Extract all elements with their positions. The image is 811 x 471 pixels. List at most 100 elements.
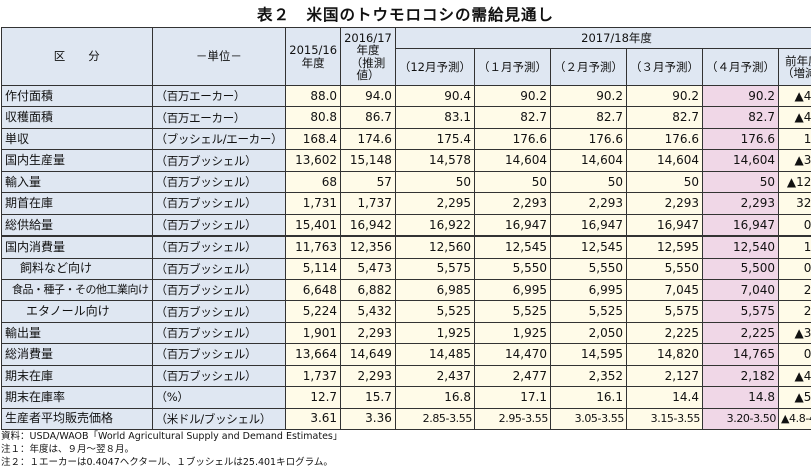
value-cell: 3.05-3.55 [549, 407, 627, 431]
value-cell: 2,293 [340, 321, 396, 345]
value-cell: 1,737 [285, 364, 342, 388]
value-cell: 176.6 [625, 127, 703, 151]
table-row: 期首在庫 （百万ブッシェル） 1,731 1,737 2,295 2,293 2,293 2,… [1, 192, 811, 215]
yoy-change-cell: 0.0% [777, 213, 811, 237]
value-cell: 16.1 [549, 386, 627, 409]
value-cell: 14,470 [473, 343, 551, 366]
note-2: 注２：１エーカーは0.4047ヘクタール、１ブッシェルは25.401キログラム。 [1, 456, 333, 468]
yoy-change-cell: 2.6% [777, 300, 811, 323]
value-cell: 16.8 [394, 386, 475, 409]
value-cell: 2,293 [549, 192, 627, 215]
value-cell: 176.6 [549, 127, 627, 151]
value-cell-latest: 50 [701, 170, 779, 194]
row-unit: （百万ブッシェル） [151, 257, 287, 280]
yoy-change-cell: 1.1% [777, 127, 811, 151]
value-cell: 90.2 [625, 84, 703, 108]
yoy-change-cell: ▲4.6% [777, 106, 811, 129]
header-2016-17: 2016/17 年度 （推測値） [340, 27, 396, 86]
header-forecast-jan: （１月予測） [473, 48, 551, 86]
row-unit: （百万エーカー） [151, 106, 287, 129]
table-row: 収穫面積 （百万エーカー） 80.8 86.7 83.1 82.7 82.7 82.7 82.7… [1, 106, 811, 129]
header-2015-16: 2015/16 年度 [285, 27, 342, 86]
table-row: 期末在庫 （百万ブッシェル） 1,737 2,293 2,437 2,477 2,352 2,… [1, 364, 811, 388]
header-forecast-apr: （４月予測） [701, 48, 779, 86]
row-unit: （百万エーカー） [151, 84, 287, 108]
row-item-label: 作付面積 [1, 84, 153, 108]
value-cell: 14,485 [394, 343, 475, 366]
value-cell: 16,922 [394, 213, 475, 237]
value-cell: 2,225 [625, 321, 703, 345]
row-item-label: 期末在庫率 [1, 386, 153, 409]
value-cell: 5,575 [625, 300, 703, 323]
value-cell: 3.15-3.55 [625, 407, 703, 431]
yoy-change-cell: ▲5.6% [777, 386, 811, 409]
value-cell-latest: 14.8 [701, 386, 779, 409]
yoy-change-cell: ▲3.0% [777, 321, 811, 345]
value-cell: 5,432 [340, 300, 396, 323]
value-cell: 12,560 [394, 235, 475, 259]
row-item-label: 総消費量 [1, 343, 153, 366]
value-cell: 14,649 [340, 343, 396, 366]
row-unit: （百万ブッシェル） [151, 170, 287, 194]
row-item-label: 輸出量 [1, 321, 153, 345]
value-cell-latest: 14,765 [701, 343, 779, 366]
value-cell: 2,127 [625, 364, 703, 388]
value-cell-latest: 90.2 [701, 84, 779, 108]
value-cell: 1,737 [340, 192, 396, 215]
value-cell: 6,648 [285, 278, 342, 302]
yoy-change-cell: 2.3% [777, 278, 811, 302]
row-unit: （百万ブッシェル） [151, 321, 287, 345]
table-row: 国内消費量 （百万ブッシェル） 11,763 12,356 12,560 12,545 12… [1, 235, 811, 259]
row-item-label: 単収 [1, 127, 153, 151]
value-cell: 5,114 [285, 257, 342, 280]
value-cell-latest: 82.7 [701, 106, 779, 129]
row-item-label: 輸入量 [1, 170, 153, 194]
value-cell: 94.0 [340, 84, 396, 108]
row-unit: （百万ブッシェル） [151, 364, 287, 388]
value-cell: 16,947 [549, 213, 627, 237]
value-cell: 6,985 [394, 278, 475, 302]
header-forecast-mar: （３月予測） [625, 48, 703, 86]
value-cell: 83.1 [394, 106, 475, 129]
value-cell-latest: 12,540 [701, 235, 779, 259]
value-cell: 3.61 [285, 407, 342, 431]
value-cell: 5,525 [394, 300, 475, 323]
row-unit: （ブッシェル/エーカー） [151, 127, 287, 151]
value-cell: 168.4 [285, 127, 342, 151]
header-2017-18-group: 2017/18年度 [394, 27, 811, 49]
value-cell: 176.6 [473, 127, 551, 151]
value-cell: 5,550 [549, 257, 627, 280]
row-item-label: 飼料など向け [1, 257, 153, 280]
value-cell: 86.7 [340, 106, 396, 129]
row-item-label: 収穫面積 [1, 106, 153, 129]
value-cell: 16,947 [625, 213, 703, 237]
value-cell-latest: 2,182 [701, 364, 779, 388]
row-unit: （百万ブッシェル） [151, 343, 287, 366]
value-cell: 2,293 [473, 192, 551, 215]
yoy-change-cell: ▲4.0% [777, 84, 811, 108]
value-cell: 5,224 [285, 300, 342, 323]
header-category: 区 分 [1, 27, 153, 86]
supply-demand-table: 区 分 －単位－ 2015/16 年度 2016/17 年度 （推測値） 201… [1, 27, 811, 431]
note-source: 資料：USDA/WAOB「World Agricultural Supply a… [1, 431, 343, 442]
yoy-change-cell: ▲12.3% [777, 170, 811, 194]
row-item-label: 食品・種子・その他工業向け [1, 278, 153, 302]
note-1: 注１：年度は、９月～翌８月。 [1, 443, 135, 455]
table-row: 作付面積 （百万エーカー） 88.0 94.0 90.4 90.2 90.2 90.2 90.2… [1, 84, 811, 108]
value-cell: 2,477 [473, 364, 551, 388]
value-cell-latest: 7,040 [701, 278, 779, 302]
value-cell: 14,604 [549, 149, 627, 172]
value-cell-latest: 5,575 [701, 300, 779, 323]
value-cell: 174.6 [340, 127, 396, 151]
value-cell: 80.8 [285, 106, 342, 129]
value-cell: 5,575 [394, 257, 475, 280]
value-cell: 7,045 [625, 278, 703, 302]
value-cell: 90.2 [549, 84, 627, 108]
value-cell: 12,545 [549, 235, 627, 259]
value-cell: 12,595 [625, 235, 703, 259]
value-cell: 1,925 [473, 321, 551, 345]
value-cell: 1,731 [285, 192, 342, 215]
value-cell: 82.7 [549, 106, 627, 129]
value-cell: 14,595 [549, 343, 627, 366]
table-row: 総供給量 （百万ブッシェル） 15,401 16,942 16,922 16,947 16,… [1, 213, 811, 237]
